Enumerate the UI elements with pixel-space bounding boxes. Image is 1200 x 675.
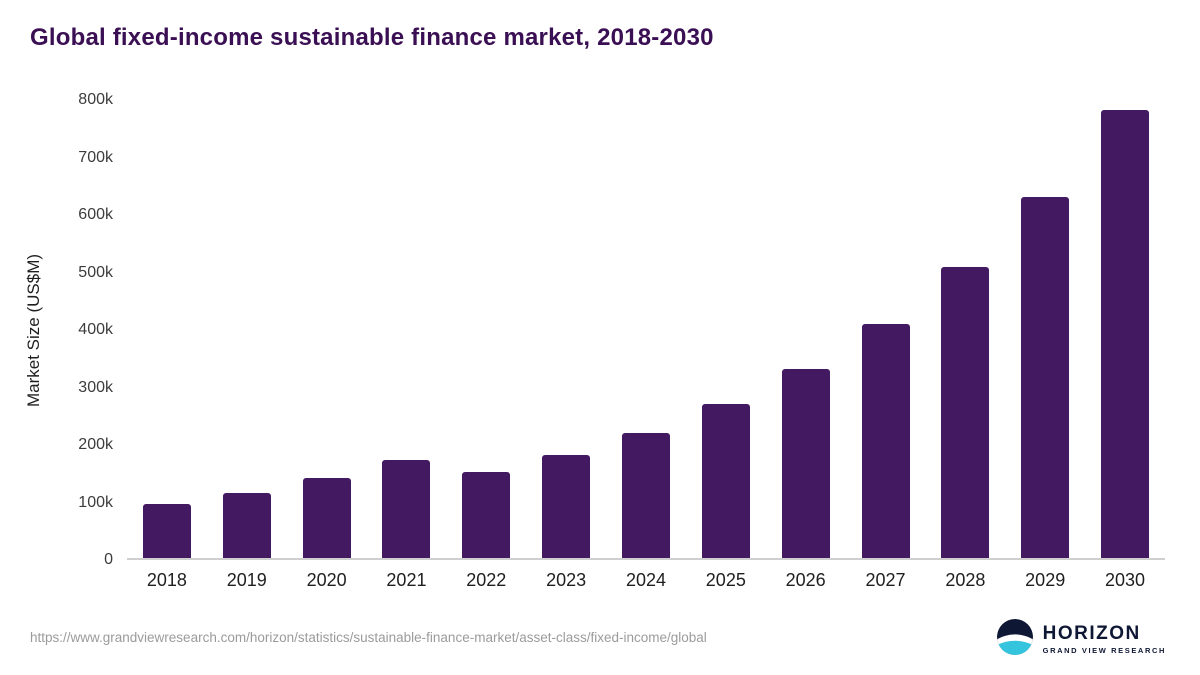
- bar-column-2018: [127, 100, 207, 558]
- bar-column-2022: [446, 100, 526, 558]
- bar-column-2020: [287, 100, 367, 558]
- bar-2022: [462, 471, 511, 558]
- x-tick-label: 2025: [705, 570, 746, 590]
- bar-column-2029: [1005, 100, 1085, 558]
- x-tick-label: 2027: [865, 570, 906, 590]
- y-tick-label: 200k: [78, 436, 113, 453]
- bar-column-2021: [367, 100, 447, 558]
- bar-column-2028: [925, 100, 1005, 558]
- horizon-logo-icon: [996, 618, 1034, 661]
- bar-2024: [621, 433, 670, 558]
- bar-2029: [1021, 197, 1070, 558]
- bar-2030: [1101, 109, 1150, 558]
- y-tick-label: 300k: [78, 378, 113, 396]
- plot-area: [127, 100, 1165, 560]
- horizon-logo: HORIZON GRAND VIEW RESEARCH: [996, 618, 1166, 661]
- y-axis-ticks: 0 100k 200k 300k 400k 500k 600k 700k 800k: [0, 91, 113, 568]
- bar-column-2023: [526, 100, 606, 558]
- y-tick-label: 400k: [78, 321, 113, 338]
- source-url: https://www.grandviewresearch.com/horizo…: [30, 630, 707, 645]
- bar-2019: [222, 493, 271, 558]
- y-tick-label: 600k: [78, 206, 113, 223]
- bar-2018: [142, 503, 191, 558]
- x-tick-label: 2030: [1105, 570, 1146, 590]
- y-tick-label: 0: [104, 551, 113, 568]
- bar-2026: [781, 368, 830, 558]
- x-tick-label: 2024: [625, 570, 666, 590]
- bar-column-2026: [766, 100, 846, 558]
- bar-column-2030: [1085, 100, 1165, 558]
- bar-2021: [382, 460, 431, 558]
- bar-2027: [861, 324, 910, 558]
- bar-column-2025: [686, 100, 766, 558]
- chart-title: Global fixed-income sustainable finance …: [30, 24, 714, 51]
- bar-2023: [542, 454, 591, 558]
- bar-2020: [302, 478, 351, 558]
- y-tick-label: 500k: [78, 263, 113, 281]
- x-tick-label: 2021: [386, 570, 427, 590]
- x-tick-label: 2028: [945, 570, 986, 590]
- y-tick-label: 700k: [78, 148, 113, 166]
- x-tick-label: 2022: [466, 570, 507, 590]
- x-tick-label: 2019: [226, 570, 267, 590]
- bar-2025: [701, 404, 750, 558]
- bar-2028: [941, 267, 990, 558]
- y-tick-label: 100k: [78, 493, 113, 511]
- x-tick-label: 2026: [785, 570, 826, 590]
- x-tick-label: 2029: [1025, 570, 1066, 590]
- logo-text: HORIZON GRAND VIEW RESEARCH: [1043, 624, 1166, 655]
- bar-column-2019: [207, 100, 287, 558]
- x-tick-label: 2023: [546, 570, 587, 590]
- bar-column-2024: [606, 100, 686, 558]
- bar-column-2027: [846, 100, 926, 558]
- x-tick-label: 2018: [146, 570, 187, 590]
- x-axis-labels: 2018 2019 2020 2021 2022 2023 2024 2025 2026 2027…: [127, 570, 1165, 591]
- logo-subtitle: GRAND VIEW RESEARCH: [1042, 645, 1166, 655]
- logo-title: HORIZON: [1042, 623, 1141, 645]
- y-tick-label: 800k: [78, 91, 113, 108]
- x-tick-label: 2020: [306, 570, 347, 590]
